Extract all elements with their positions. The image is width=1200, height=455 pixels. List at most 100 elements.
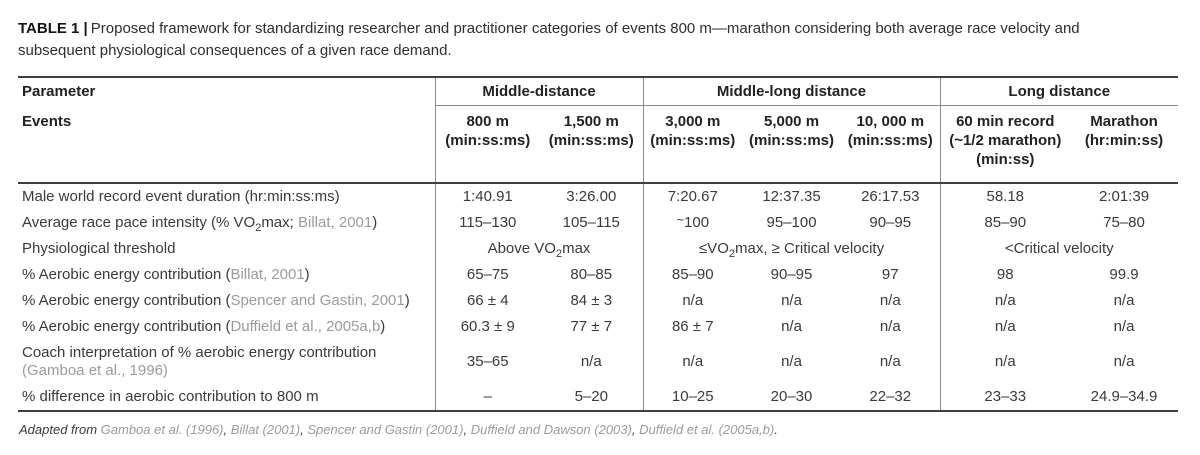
col-unit: (min:ss:ms)	[650, 132, 736, 149]
col-unit: (hr:min:ss)	[1084, 132, 1164, 149]
table-row: Male world record event duration (hr:min…	[18, 183, 1178, 210]
value-cell: n/a	[642, 288, 743, 314]
parameter-cell: Average race pace intensity (% VO2max; B…	[22, 214, 378, 234]
value-cell: 60.3 ± 9	[434, 314, 540, 340]
value-cell: 3:26.00	[566, 188, 617, 205]
table-footnote: Adapted from Gamboa et al. (1996), Billa…	[19, 422, 778, 437]
citation-link[interactable]: Billat, 2001	[298, 214, 373, 231]
citation-link[interactable]: Duffield et al. (2005a,b)	[639, 422, 775, 437]
value-cell: 35–65	[434, 340, 540, 384]
table-row: Physiological threshold Above VO2max ≤VO2m…	[18, 236, 1179, 262]
table-row: % Aerobic energy contribution (Duffield …	[18, 314, 1178, 340]
value-cell: 20–30	[770, 388, 813, 405]
table-caption-text: Proposed framework for standardizing res…	[18, 20, 1080, 59]
value-cell: 98	[939, 262, 1071, 288]
citation-link[interactable]: Duffield et al., 2005a,b	[230, 318, 381, 335]
paper-table-figure: TABLE 1 | Proposed framework for standard…	[18, 20, 1179, 437]
value-cell: n/a	[879, 353, 901, 370]
col-name: 3,000 m	[665, 113, 721, 130]
value-cell: 85–90	[642, 262, 743, 288]
value-cell: n/a	[879, 292, 901, 309]
parameter-header: Parameter	[22, 83, 96, 101]
group-header-middle-distance: Middle-distance	[434, 77, 644, 106]
value-cell: 84 ± 3	[570, 292, 613, 309]
citation-link[interactable]: Billat (2001)	[230, 422, 301, 437]
col-name: 1,500 m	[563, 113, 619, 130]
value-cell: 80–85	[570, 266, 613, 283]
table-row: % Aerobic energy contribution (Billat, 2…	[18, 262, 1178, 288]
value-cell: 85–90	[939, 210, 1071, 236]
span-value-cell: ≤VO2max, ≥ Critical velocity	[642, 236, 941, 262]
parameter-cell: % Aerobic energy contribution (Duffield …	[22, 318, 386, 335]
value-cell: 5–20	[574, 388, 608, 405]
citation-link[interactable]: Spencer and Gastin, 2001	[230, 292, 405, 309]
col-name: 10, 000 m	[856, 113, 925, 130]
table-row: Average race pace intensity (% VO2max; B…	[18, 210, 1178, 236]
parameter-cell: Coach interpretation of % aerobic energy…	[22, 344, 377, 379]
value-cell: 65–75	[434, 262, 540, 288]
parameter-cell: % Aerobic energy contribution (Spencer a…	[22, 292, 410, 309]
col-header-1500m: 1,500 m (min:ss:ms)	[540, 105, 644, 184]
value-cell: 12:37.35	[762, 188, 821, 205]
value-cell: 24.9–34.9	[1090, 388, 1158, 405]
col-unit: (min:ss:ms)	[548, 132, 634, 149]
group-header-long-distance: Long distance	[939, 77, 1179, 106]
value-cell: 26:17.53	[861, 188, 920, 205]
value-cell: 77 ± 7	[570, 318, 613, 335]
value-cell: –	[434, 384, 540, 411]
table-row: % Aerobic energy contribution (Spencer a…	[18, 288, 1178, 314]
framework-table: Parameter Middle-distance Middle-long di…	[18, 76, 1179, 412]
col-header-60min-record: 60 min record (~1/2 marathon) (min:ss)	[939, 105, 1071, 184]
value-cell: n/a	[580, 353, 602, 370]
col-unit: (min:ss:ms)	[749, 132, 835, 149]
value-cell: 90–95	[770, 266, 813, 283]
value-cell: 1:40.91	[434, 183, 540, 210]
parameter-cell: Male world record event duration (hr:min…	[22, 188, 340, 205]
value-cell: 23–33	[939, 384, 1071, 411]
value-cell: n/a	[781, 292, 802, 309]
citation-link[interactable]: Billat, 2001	[230, 266, 305, 283]
table-row: % difference in aerobic contribution to …	[18, 384, 1178, 411]
col-unit2: (min:ss)	[976, 151, 1035, 168]
value-cell: n/a	[939, 340, 1071, 384]
table-number-label: TABLE 1 |	[18, 20, 88, 37]
parameter-cell: % difference in aerobic contribution to …	[22, 388, 319, 405]
col-header-800m: 800 m (min:ss:ms)	[434, 105, 540, 184]
value-cell: 90–95	[869, 214, 912, 231]
value-cell: 99.9	[1109, 266, 1139, 283]
group-header-row: Parameter Middle-distance Middle-long di…	[18, 77, 1179, 106]
col-name: 60 min record	[956, 113, 1055, 130]
events-header-row: Events 800 m (min:ss:ms) 1,500 m (min:ss…	[18, 105, 1179, 184]
col-header-marathon: Marathon (hr:min:ss)	[1070, 105, 1179, 184]
value-cell: n/a	[1113, 292, 1135, 309]
citation-link[interactable]: Spencer and Gastin (2001)	[307, 422, 464, 437]
value-cell: 7:20.67	[642, 183, 743, 210]
group-header-middle-long-distance: Middle-long distance	[642, 77, 941, 106]
value-cell: n/a	[642, 340, 743, 384]
value-cell: 75–80	[1103, 214, 1145, 231]
value-cell: ~100	[642, 210, 743, 236]
citation-link[interactable]: Duffield and Dawson (2003)	[470, 422, 632, 437]
col-unit: (min:ss:ms)	[847, 132, 933, 149]
value-cell: n/a	[781, 318, 802, 335]
value-cell: 105–115	[562, 214, 620, 231]
value-cell: 115–130	[434, 210, 540, 236]
citation-link[interactable]: Gamboa et al. (1996)	[100, 422, 224, 437]
col-name: 5,000 m	[763, 113, 820, 130]
span-value-cell: <Critical velocity	[939, 236, 1179, 262]
value-cell: 2:01:39	[1098, 188, 1150, 205]
value-cell: 95–100	[766, 214, 817, 231]
value-cell: n/a	[781, 353, 802, 370]
value-cell: n/a	[939, 314, 1071, 340]
value-cell: 22–32	[869, 388, 912, 405]
value-cell: 97	[881, 266, 899, 283]
col-unit: (~1/2 marathon)	[949, 132, 1062, 149]
col-header-3000m: 3,000 m (min:ss:ms)	[642, 105, 743, 184]
parameter-cell: Physiological threshold	[22, 240, 176, 257]
col-name: Marathon	[1090, 113, 1158, 130]
events-header: Events	[18, 105, 435, 184]
citation-link[interactable]: (Gamboa et al., 1996)	[22, 362, 168, 379]
col-header-5000m: 5,000 m (min:ss:ms)	[742, 105, 842, 184]
value-cell: 86 ± 7	[642, 314, 743, 340]
value-cell: 58.18	[939, 183, 1071, 210]
